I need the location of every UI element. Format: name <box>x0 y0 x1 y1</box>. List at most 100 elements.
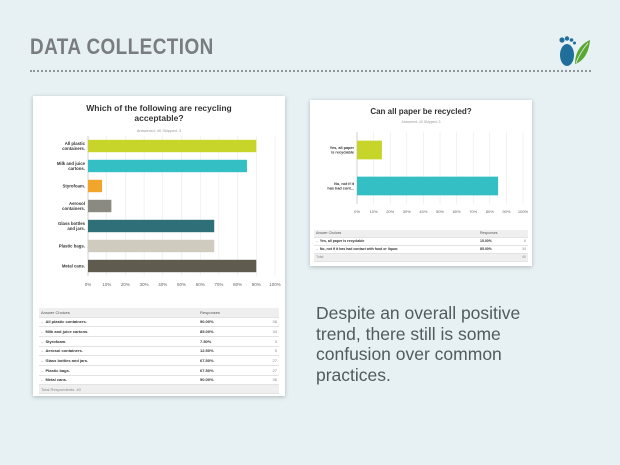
row-pct: 90.00% <box>198 317 258 328</box>
total-count: 40 <box>514 253 528 262</box>
row-count: 27 <box>257 355 279 366</box>
row-count: 27 <box>257 365 279 376</box>
row-count: 36 <box>257 375 279 386</box>
x-tick-label: 20% <box>386 209 394 214</box>
row-choice-text: All plastic containers. <box>45 319 87 325</box>
row-count: 6 <box>514 237 528 246</box>
x-tick-label: 0% <box>85 282 92 287</box>
row-choice-text: Metal cans. <box>45 377 68 383</box>
row-choice: – No, not if it has had contact with foo… <box>314 245 478 254</box>
row-choice: – Yes, all paper is recyclable <box>314 237 478 246</box>
row-choice: – Glass bottles and jars. <box>39 355 198 366</box>
header-responses: Responses <box>478 230 515 238</box>
row-choice: – Styrofoam. <box>39 336 198 347</box>
survey-card-recycling: Which of the following are recycling acc… <box>33 96 285 396</box>
chart1-title-line-2: acceptable? <box>134 113 184 124</box>
bar <box>88 259 257 273</box>
body-line-1: Despite an overall positive <box>316 303 521 323</box>
x-tick-label: 20% <box>121 282 130 287</box>
category-label: No, not if it <box>334 182 355 186</box>
row-pct: 85.00% <box>478 245 515 254</box>
survey-card-paper: Can all paper be recycled? Answered: 40 … <box>310 100 532 266</box>
x-tick-label: 90% <box>252 282 261 287</box>
row-choice: – Plastic bags. <box>39 365 198 376</box>
chart1-table: Answer Choices Responses – All plastic c… <box>39 308 279 395</box>
row-pct: 67.50% <box>198 365 258 376</box>
header-count <box>257 308 279 318</box>
category-label: has had cont... <box>327 187 354 191</box>
row-pct: 90.00% <box>198 375 258 386</box>
row-choice-text: Yes, all paper is recyclable <box>319 239 365 243</box>
total-respondents: Total Respondents: 40 <box>39 384 279 395</box>
bar <box>88 179 103 193</box>
x-tick-label: 100% <box>269 282 281 287</box>
slide-title: DATA COLLECTION <box>30 34 214 59</box>
footprint-leaf-logo <box>559 36 590 66</box>
table-row: – All plastic containers. 90.00% 36 <box>39 317 279 328</box>
row-count: 34 <box>257 326 279 337</box>
row-choice-text: Styrofoam. <box>45 338 67 344</box>
row-pct: 67.50% <box>198 355 258 366</box>
row-pct: 12.50% <box>198 346 258 357</box>
table-row: – Milk and juice cartons. 85.00% 34 <box>39 326 279 337</box>
total-spacer <box>478 253 515 262</box>
x-tick-label: 0% <box>354 209 360 214</box>
category-label: is recyclable <box>331 151 354 155</box>
table-header-row: Answer Choices Responses <box>39 308 279 318</box>
table-row: – Metal cans. 90.00% 36 <box>39 375 279 386</box>
x-tick-label: 60% <box>453 209 461 214</box>
header-answer-choices: Answer Choices <box>314 230 478 238</box>
x-tick-label: 80% <box>486 209 494 214</box>
category-label: Yes, all paper <box>330 146 355 150</box>
chart2-bar-chart: 0% 10% 20% 30% 40% 50% 60% 70% 80% 90% 100% Yes, al… <box>327 132 529 214</box>
chart1-bar-chart: 0% 10% 20% 30% 40% 50% 60% 70% 80% 90% 100% All pla… <box>57 136 281 287</box>
chart1-title: Which of the following are recycling acc… <box>33 103 285 123</box>
total-label: Total <box>314 253 478 262</box>
row-count: 3 <box>257 336 279 347</box>
body-line-2: trend, there still is some <box>316 323 501 344</box>
body-line-4: practices. <box>316 364 391 385</box>
row-choice-text: Plastic bags. <box>45 367 70 373</box>
category-label: Glass bottles <box>58 221 86 226</box>
table-footer-row: Total 40 <box>314 253 528 262</box>
row-choice-text: Aerosol containers. <box>45 348 83 354</box>
x-tick-label: 50% <box>177 282 186 287</box>
table-row: – Yes, all paper is recyclable 15.00% 6 <box>314 237 528 246</box>
category-label: containers. <box>62 206 85 211</box>
row-count: 34 <box>514 245 528 254</box>
body-line-3: confusion over common <box>316 344 502 364</box>
row-choice-text: No, not if it has had contact with food … <box>319 247 399 251</box>
row-choice: – Aerosol containers. <box>39 346 198 357</box>
bar <box>357 176 499 196</box>
row-choice: – Milk and juice cartons. <box>39 326 198 337</box>
category-label: cartons. <box>68 166 85 171</box>
x-tick-label: 90% <box>502 209 510 214</box>
table-row: – Styrofoam. 7.50% 3 <box>39 336 279 347</box>
category-label: Milk and juice <box>57 161 86 166</box>
x-tick-label: 40% <box>419 209 427 214</box>
x-tick-label: 70% <box>214 282 223 287</box>
header-answer-choices: Answer Choices <box>39 308 198 318</box>
dotted-divider <box>30 70 591 72</box>
row-choice-text: Glass bottles and jars. <box>45 358 89 364</box>
x-tick-label: 30% <box>140 282 149 287</box>
table-row: – Aerosol containers. 12.50% 5 <box>39 346 279 357</box>
row-count: 5 <box>257 346 279 357</box>
bar <box>88 239 215 253</box>
header-count <box>514 230 528 238</box>
x-tick-label: 30% <box>403 209 411 214</box>
category-label: containers. <box>62 146 85 151</box>
category-label: and jars. <box>67 226 85 231</box>
category-label: Metal cans. <box>62 264 85 269</box>
x-tick-label: 80% <box>233 282 242 287</box>
chart2-title: Can all paper be recycled? <box>370 107 472 116</box>
x-tick-label: 10% <box>102 282 111 287</box>
x-tick-label: 70% <box>469 209 477 214</box>
category-label: Aerosol <box>69 201 85 206</box>
row-pct: 85.00% <box>198 326 258 337</box>
chart2-answered-skipped: Answered: 40 Skipped: 3 <box>401 120 441 124</box>
row-choice: – Metal cans. <box>39 375 198 386</box>
row-count: 36 <box>257 317 279 328</box>
table-row: – Plastic bags. 67.50% 27 <box>39 365 279 376</box>
